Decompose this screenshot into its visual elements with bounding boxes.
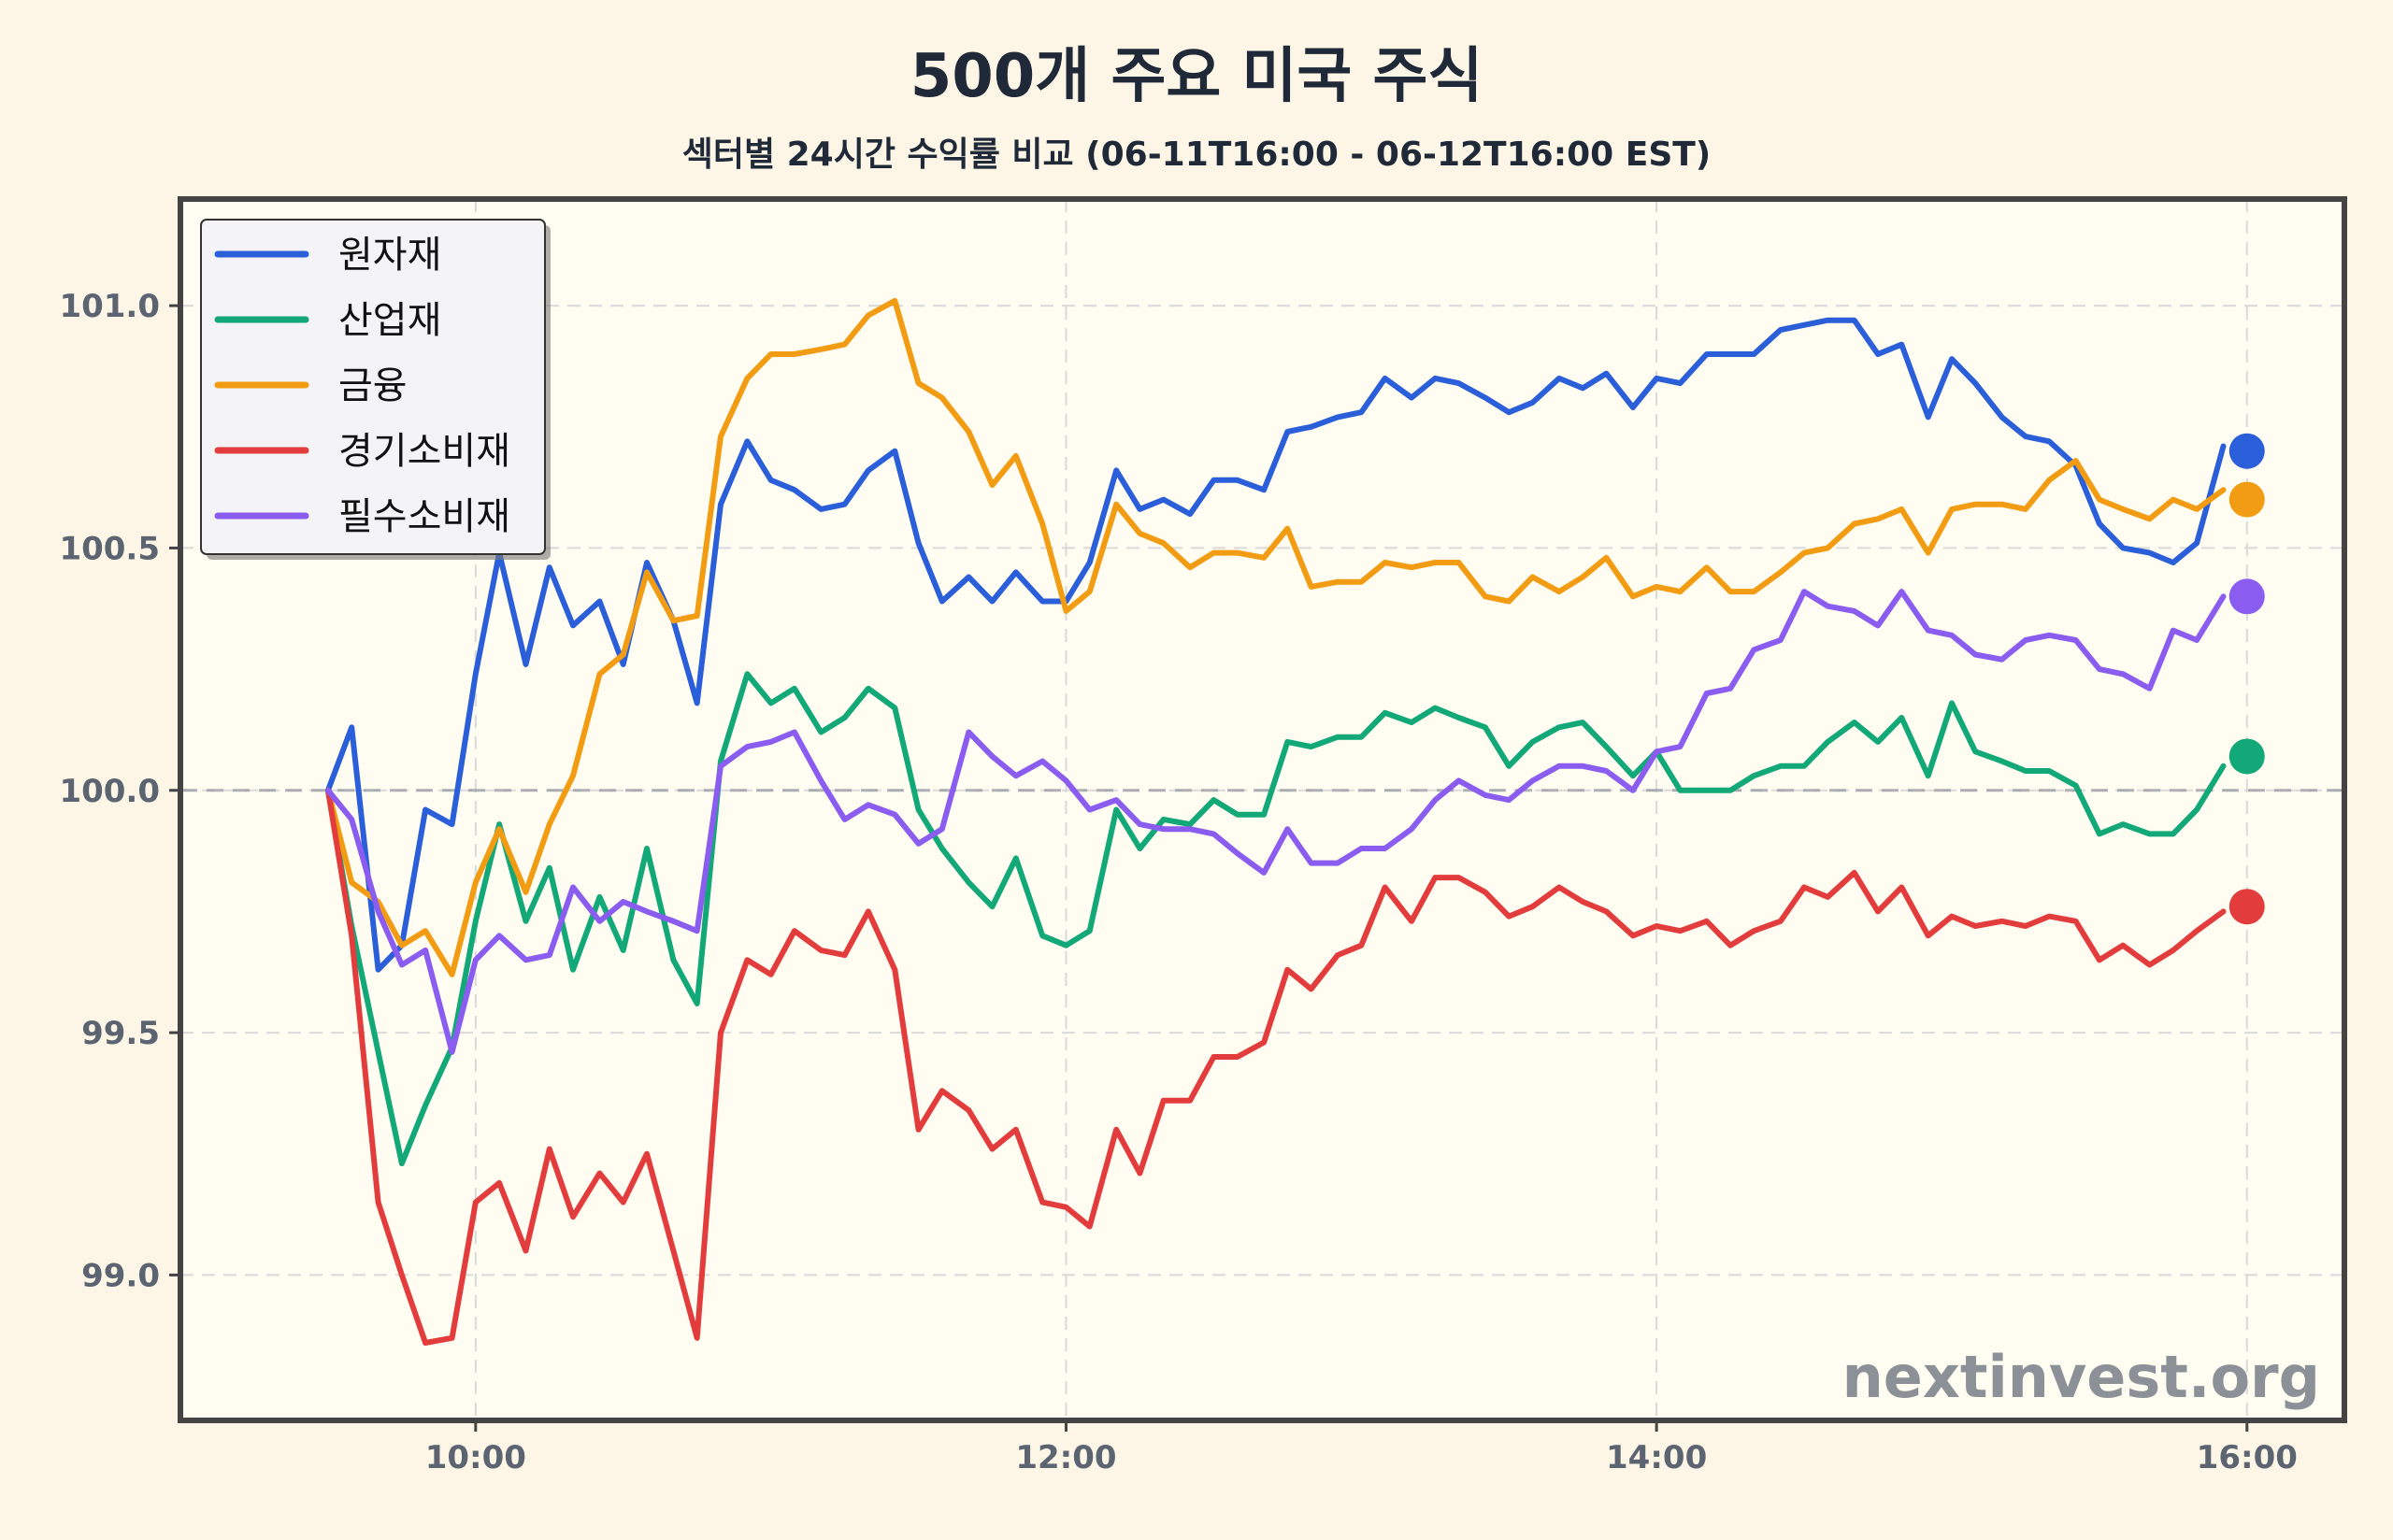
end-marker-2 [2228,481,2265,518]
end-marker-3 [2228,578,2265,615]
end-marker-4 [2228,738,2265,775]
plot-frame [178,196,2347,1423]
y-tick-label: 100.5 [59,530,160,567]
chart-title: 500개 주요 미국 주식 [910,42,1483,111]
y-tick-label: 101.0 [59,288,160,325]
legend-box [200,219,546,555]
x-tick-label: 10:00 [425,1439,526,1476]
legend-label-1: 원자재 [338,234,441,277]
y-tick-label: 99.0 [81,1257,160,1294]
series-line-2 [324,671,2227,1167]
end-marker-1 [2228,433,2265,469]
series-line-4 [324,787,2227,1346]
end-marker-5 [2228,889,2265,925]
watermark-text: nextinvest.org [1842,1343,2320,1411]
tick-layer: 10:00 12:00 14:00 16:00 99.0 99.5 100.0 100.5 10… [59,288,2297,1476]
end-marker-layer [2228,433,2265,925]
y-tick-label: 100.0 [59,773,160,810]
series-line-3 [324,297,2227,977]
legend-label-4: 경기소비재 [338,430,510,473]
legend-label-2: 산업재 [338,299,441,342]
series-line-5 [324,589,2227,1055]
legend-label-3: 금융 [338,364,408,407]
series-layer [324,297,2227,1346]
y-tick-label: 99.5 [81,1015,160,1052]
legend-label-5: 필수소비재 [338,495,510,538]
x-tick-label: 16:00 [2197,1439,2298,1476]
chart-subtitle: 섹터별 24시간 수익률 비교 (06-11T16:00 - 06-12T16:… [682,135,1712,174]
x-tick-label: 12:00 [1015,1439,1116,1476]
x-tick-label: 14:00 [1606,1439,1707,1476]
